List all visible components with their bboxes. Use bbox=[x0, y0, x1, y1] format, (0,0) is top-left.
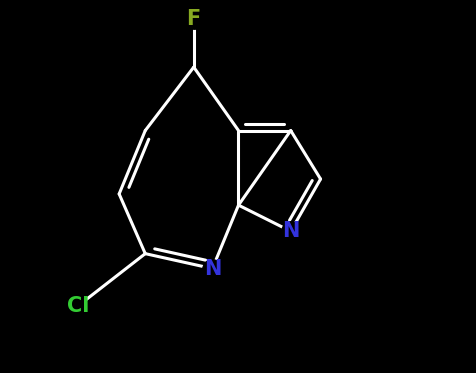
Text: N: N bbox=[281, 221, 299, 241]
Text: F: F bbox=[186, 9, 200, 29]
Text: N: N bbox=[203, 258, 220, 279]
Text: Cl: Cl bbox=[67, 296, 89, 316]
